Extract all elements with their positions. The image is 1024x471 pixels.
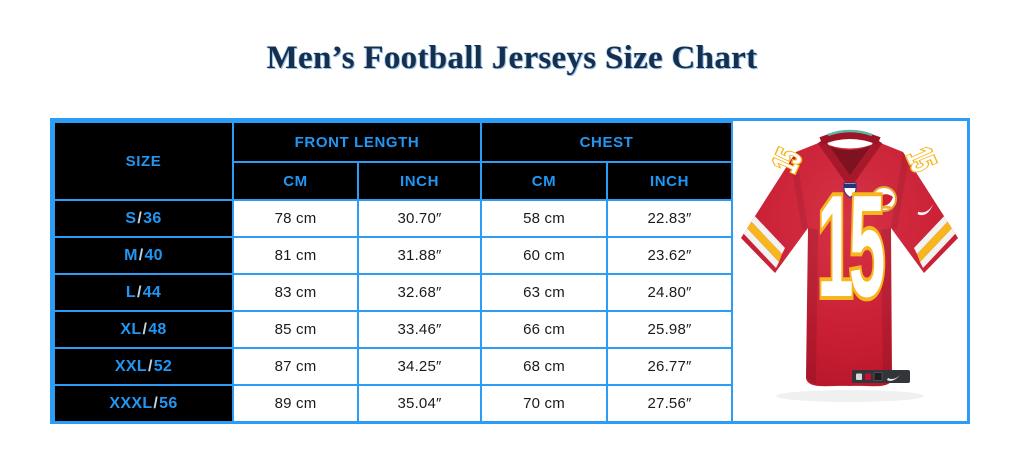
side-panel-right	[881, 228, 892, 384]
front-cm-value: 87 cm	[232, 347, 359, 386]
shoulder-seam-right	[891, 152, 909, 230]
size-slash: /	[137, 209, 143, 227]
chest-inch-value: 23.62″	[606, 236, 734, 275]
chest-inch-value: 22.83″	[606, 199, 734, 238]
jersey-shadow	[776, 390, 924, 402]
chest-cm-value: 70 cm	[480, 384, 609, 423]
chest-cm-value: 68 cm	[480, 347, 609, 386]
size-chart-board: SIZE FRONT LENGTH CHEST CM INCH CM INCH …	[50, 118, 970, 424]
svg-text:15: 15	[898, 142, 943, 177]
page-title: Men’s Football Jerseys Size Chart	[266, 40, 758, 76]
header-front-cm: CM	[232, 161, 359, 201]
jersey-tag	[852, 370, 910, 383]
size-chart-table: SIZE FRONT LENGTH CHEST CM INCH CM INCH …	[53, 121, 734, 423]
chest-inch-value: 26.77″	[606, 347, 734, 386]
size-slash: /	[142, 320, 148, 338]
front-cm-value: 81 cm	[232, 236, 359, 275]
neck-opening	[823, 143, 876, 180]
table-row: XXL/52 87 cm 34.25″ 68 cm 26.77″	[53, 347, 734, 386]
team-patch-icon	[871, 186, 897, 212]
size-label: XL/48	[53, 310, 234, 349]
front-cm-value: 78 cm	[232, 199, 359, 238]
size-label: S/36	[53, 199, 234, 238]
size-slash: /	[136, 283, 142, 301]
front-inch-value: 34.25″	[356, 347, 483, 386]
size-slash: /	[153, 394, 159, 412]
sleeve-stripes-right	[914, 212, 957, 268]
table-row: XXXL/56 89 cm 35.04″ 70 cm 27.56″	[53, 384, 734, 423]
size-label: L/44	[53, 273, 234, 312]
v-neck-collar	[817, 138, 883, 189]
back-collar	[819, 131, 881, 145]
table-row: XL/48 85 cm 33.46″ 66 cm 25.98″	[53, 310, 734, 349]
chest-inch-value: 27.56″	[606, 384, 734, 423]
shoulder-seam-left	[790, 152, 808, 230]
shoulder-number-right: 15	[897, 141, 944, 178]
chest-inch-value: 25.98″	[606, 310, 734, 349]
nfl-shield-icon	[843, 182, 857, 199]
header-chest-inch: INCH	[606, 161, 734, 201]
svg-text:15: 15	[817, 164, 884, 326]
chest-cm-value: 60 cm	[480, 236, 609, 275]
header-chest-cm: CM	[480, 161, 609, 201]
chest-cm-value: 66 cm	[480, 310, 609, 349]
front-inch-value: 32.68″	[356, 273, 483, 312]
chest-cm-value: 63 cm	[480, 273, 609, 312]
jersey-front-number: 15	[815, 162, 891, 330]
table-row: M/40 81 cm 31.88″ 60 cm 23.62″	[53, 236, 734, 275]
front-inch-value: 30.70″	[356, 199, 483, 238]
size-slash: /	[138, 246, 144, 264]
header-chest: CHEST	[480, 121, 734, 163]
front-inch-value: 35.04″	[356, 384, 483, 423]
front-cm-value: 85 cm	[232, 310, 359, 349]
jersey-product-image: 15 15 15	[733, 121, 967, 421]
table-row: L/44 83 cm 32.68″ 63 cm 24.80″	[53, 273, 734, 312]
front-inch-value: 31.88″	[356, 236, 483, 275]
collar-accent-stripe	[827, 129, 873, 137]
header-front-length: FRONT LENGTH	[231, 121, 483, 163]
front-inch-value: 33.46″	[356, 310, 483, 349]
size-slash: /	[147, 357, 153, 375]
table-row: S/36 78 cm 30.70″ 58 cm 22.83″	[53, 199, 734, 238]
sleeve-stripes-left	[742, 212, 785, 268]
size-label: XXXL/56	[53, 384, 234, 423]
size-label: M/40	[53, 236, 234, 275]
front-cm-value: 89 cm	[232, 384, 359, 423]
header-front-inch: INCH	[356, 161, 483, 201]
nike-swoosh-icon	[917, 204, 934, 216]
front-cm-value: 83 cm	[232, 273, 359, 312]
jersey-illustration: 15 15 15	[741, 129, 958, 402]
chest-inch-value: 24.80″	[606, 273, 734, 312]
side-panel-left	[806, 228, 818, 384]
header-size: SIZE	[53, 121, 234, 201]
chest-cm-value: 58 cm	[480, 199, 609, 238]
size-label: XXL/52	[53, 347, 234, 386]
